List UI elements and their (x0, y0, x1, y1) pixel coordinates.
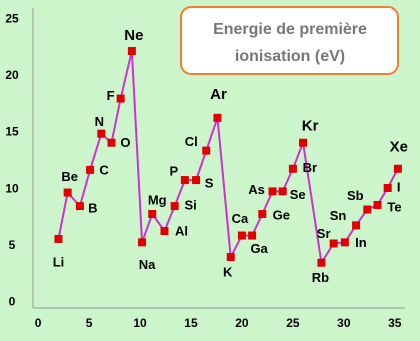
marker (180, 176, 189, 185)
x-tick-label: 30 (337, 316, 351, 330)
x-tick-label: 0 (35, 316, 42, 330)
point-label: Al (175, 223, 188, 238)
marker (352, 221, 361, 230)
marker (329, 239, 338, 248)
point-label: Sn (330, 208, 347, 223)
x-tick-label: 5 (86, 316, 93, 330)
point-label: Be (61, 169, 78, 184)
marker (363, 205, 372, 214)
y-tick-label: 20 (5, 68, 19, 82)
x-tick-label: 10 (133, 316, 147, 330)
marker (340, 238, 349, 247)
point-label: Kr (302, 118, 319, 135)
chart-title: ionisation (eV) (235, 48, 345, 65)
y-tick-label: 5 (9, 238, 16, 252)
point-label: B (88, 201, 97, 216)
marker (237, 231, 246, 240)
point-label: Cl (185, 134, 198, 149)
marker (116, 94, 125, 103)
marker (258, 210, 267, 219)
point-label: F (107, 88, 115, 103)
marker (278, 187, 287, 196)
x-tick-label: 15 (184, 316, 198, 330)
point-label: Ca (232, 211, 249, 226)
point-label: N (95, 114, 104, 129)
marker (393, 164, 402, 173)
point-label: In (355, 235, 367, 250)
point-label: Na (139, 257, 156, 272)
point-label: Ar (210, 86, 227, 103)
marker (288, 164, 297, 173)
point-label: Ne (124, 27, 143, 44)
marker (160, 227, 169, 236)
marker (226, 253, 235, 262)
marker (213, 113, 222, 122)
point-label: S (205, 176, 214, 191)
point-label: Se (290, 187, 306, 202)
marker (317, 258, 326, 267)
x-tick-label: 35 (388, 316, 402, 330)
point-label: Te (387, 199, 401, 214)
point-label: I (397, 179, 401, 194)
marker (373, 200, 382, 209)
title-box (180, 6, 399, 75)
point-label: As (248, 182, 265, 197)
marker (268, 187, 277, 196)
chart-title: Energie de première (213, 21, 367, 38)
point-label: Li (53, 254, 65, 269)
point-label: Mg (148, 192, 167, 207)
marker (383, 184, 392, 192)
point-label: P (170, 164, 179, 179)
y-tick-label: 25 (5, 11, 19, 25)
marker (202, 146, 211, 155)
marker (107, 138, 116, 147)
point-label: Ge (273, 207, 290, 222)
point-label: O (120, 135, 130, 150)
point-label: C (99, 162, 109, 177)
x-tick-label: 20 (235, 316, 249, 330)
y-tick-label: 10 (5, 181, 19, 195)
point-label: K (223, 264, 233, 279)
y-tick-label: 15 (5, 125, 19, 139)
marker (54, 234, 63, 243)
point-label: Si (185, 198, 197, 213)
marker (170, 202, 179, 211)
marker (299, 138, 308, 147)
point-label: Sr (317, 226, 331, 241)
marker (127, 47, 136, 56)
marker (138, 238, 147, 247)
marker (97, 129, 106, 138)
y-tick-label: 0 (9, 295, 16, 309)
point-label: Sb (347, 188, 364, 203)
marker (75, 202, 84, 211)
x-tick-label: 25 (286, 316, 300, 330)
marker (86, 165, 95, 174)
point-label: Rb (312, 270, 329, 285)
line (57, 50, 399, 266)
marker (148, 210, 157, 219)
marker (248, 231, 257, 240)
point-label: Xe (390, 139, 408, 156)
point-label: Br (303, 160, 317, 175)
marker (192, 176, 201, 185)
marker (63, 188, 72, 197)
point-label: Ga (250, 241, 268, 256)
